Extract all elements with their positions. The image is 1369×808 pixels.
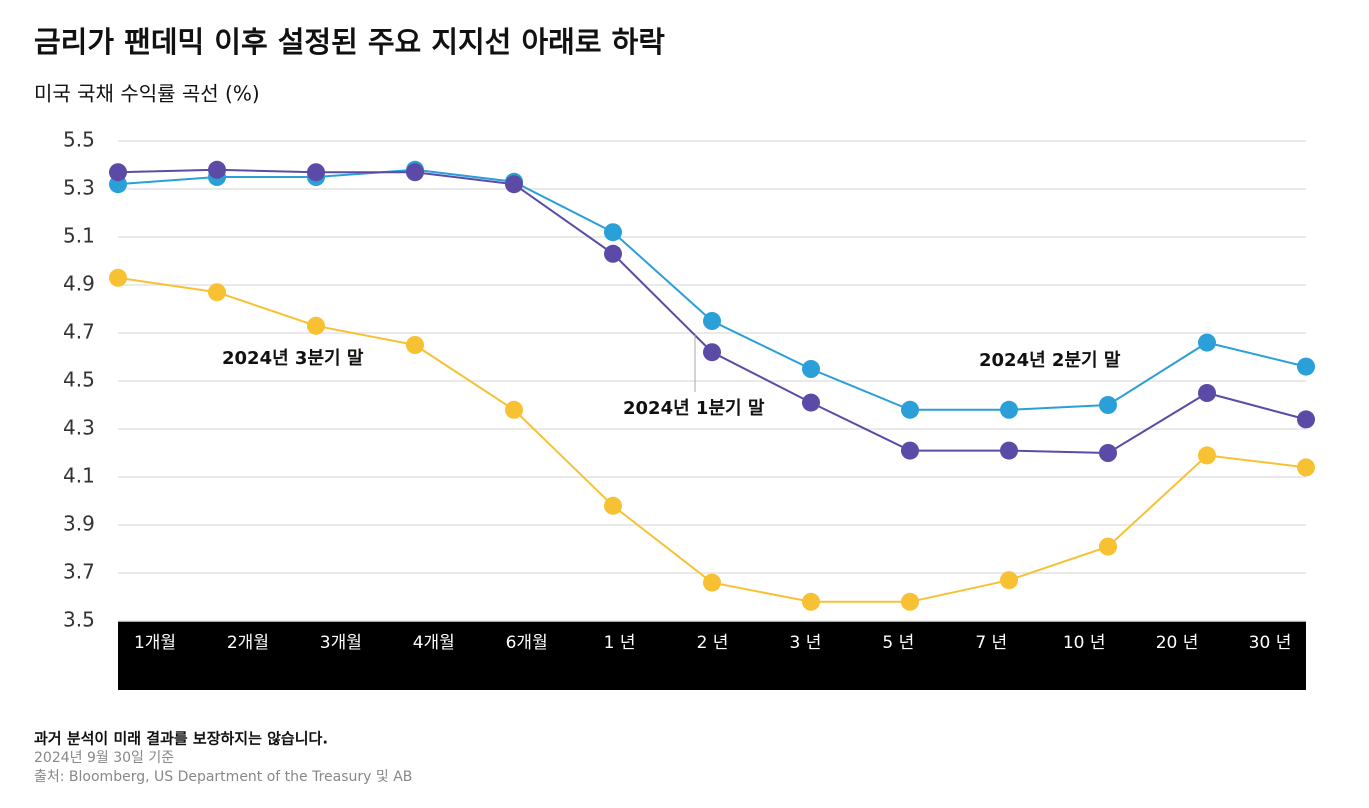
y-tick-label: 5.3 [63,176,95,200]
data-point [1297,410,1315,429]
data-point [802,592,820,611]
y-tick-label: 4.7 [63,320,95,344]
y-tick-label: 4.5 [63,368,95,392]
data-point [208,283,226,302]
y-tick-label: 3.7 [63,560,95,584]
data-point [307,163,325,182]
x-tick-label: 10 년 [1063,633,1106,653]
y-tick-label: 4.9 [63,272,95,296]
data-point [1198,333,1216,352]
x-tick-label: 2개월 [227,633,269,653]
y-tick-label: 3.9 [63,512,95,536]
data-point [604,223,622,242]
x-axis-band [118,621,1306,690]
data-point [1000,441,1018,460]
chart-title: 금리가 팬데믹 이후 설정된 주요 지지선 아래로 하락 [34,25,665,59]
data-point [1297,357,1315,376]
data-point [703,573,721,592]
y-tick-label: 4.3 [63,416,95,440]
y-tick-label: 4.1 [63,464,95,488]
data-point [109,163,127,182]
series-label: 2024년 1분기 말 [623,398,765,419]
data-point [1198,384,1216,402]
x-tick-label: 7 년 [975,633,1007,653]
x-tick-label: 4개월 [413,633,455,653]
data-point [1099,537,1117,556]
x-tick-label: 1개월 [134,633,176,653]
data-point [1000,571,1018,590]
footnote: 과거 분석이 미래 결과를 보장하지는 않습니다. [34,730,328,748]
data-point [406,163,424,182]
x-tick-label: 5 년 [882,633,914,653]
data-point [604,244,622,263]
data-point [802,360,820,378]
data-point [505,400,523,419]
data-point [406,336,424,354]
date-note: 2024년 9월 30일 기준 [34,750,174,766]
source: 출처: Bloomberg, US Department of the Trea… [34,769,412,785]
x-tick-label: 3개월 [320,633,362,653]
y-tick-label: 5.1 [63,224,95,248]
x-tick-label: 2 년 [697,633,729,653]
data-point [1000,400,1018,419]
series-line [117,168,1307,411]
data-point [1099,396,1117,414]
data-point [604,496,622,515]
x-tick-label: 3 년 [789,633,821,653]
data-point [1198,446,1216,465]
x-tick-label: 30 년 [1249,633,1292,653]
data-point [307,316,325,335]
chart-subtitle: 미국 국채 수익률 곡선 (%) [34,82,260,106]
data-point [208,160,226,179]
data-point [1297,458,1315,477]
data-point [1099,444,1117,462]
x-tick-label: 1 년 [604,633,636,653]
x-tick-label: 20 년 [1156,633,1199,653]
data-point [703,312,721,330]
data-point [505,175,523,194]
data-point [109,268,127,287]
series-label: 2024년 2분기 말 [979,350,1121,371]
y-tick-label: 5.5 [63,128,95,152]
data-point [901,441,919,460]
data-point [901,592,919,611]
data-point [802,393,820,412]
y-tick-label: 3.5 [63,608,95,632]
data-point [703,343,721,362]
x-tick-label: 6개월 [506,633,548,653]
data-point [901,400,919,419]
series-label: 2024년 3분기 말 [222,348,364,369]
